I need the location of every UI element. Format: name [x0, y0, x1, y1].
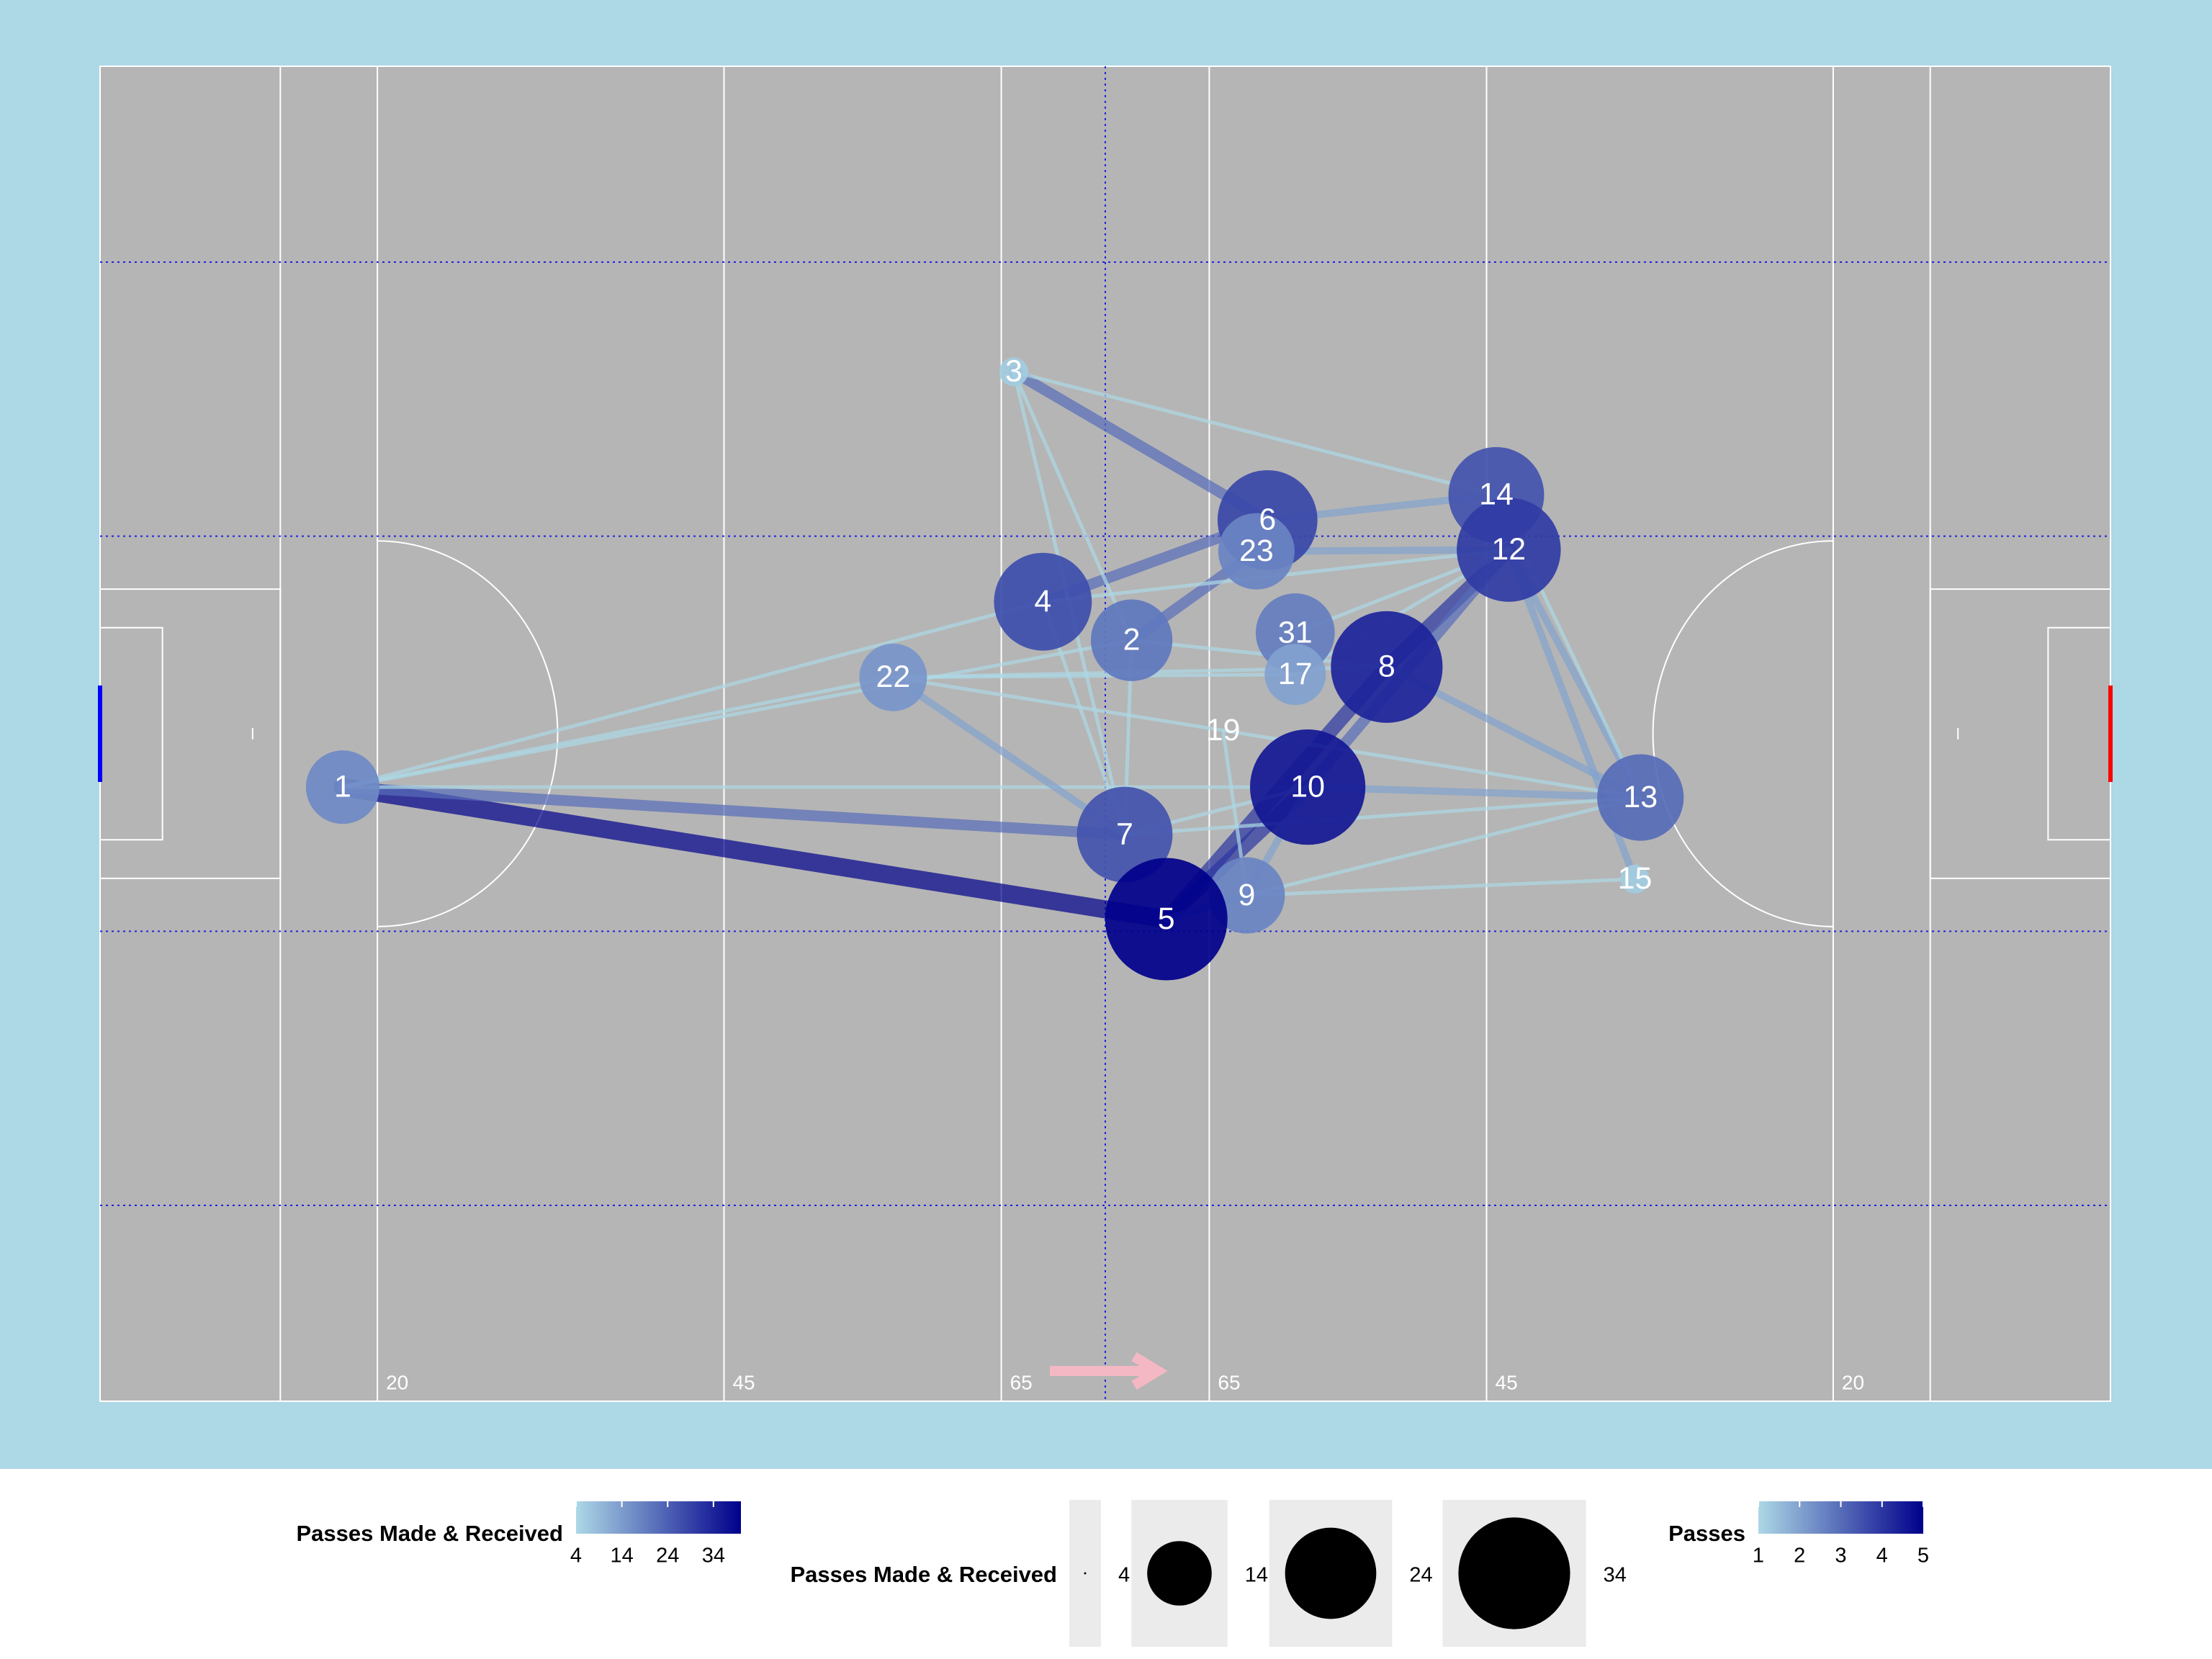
- color-bar-label: 4: [570, 1545, 582, 1568]
- player-label: 22: [876, 660, 910, 694]
- legend: Passes Made & Received Passes Made & Rec…: [297, 1500, 1929, 1647]
- pass-edge: [337, 781, 1130, 840]
- color-bar-label: 34: [702, 1545, 725, 1568]
- player-node: [1105, 858, 1228, 981]
- player-label: 6: [1259, 503, 1276, 537]
- player-label: 3: [1005, 354, 1022, 389]
- player-label: 23: [1239, 534, 1274, 568]
- size-legend-title: Passes Made & Received: [791, 1562, 1058, 1587]
- player-node: [994, 552, 1092, 651]
- player-node: [1076, 786, 1173, 883]
- player-label: 8: [1378, 649, 1395, 684]
- pass-edge: [341, 638, 1134, 789]
- pass-edge: [1123, 796, 1642, 837]
- direction-arrow: [1050, 1352, 1168, 1390]
- player-node: [1457, 498, 1561, 602]
- player-label: 31: [1278, 615, 1313, 649]
- size-key: [1147, 1541, 1212, 1606]
- edge-legend-title: Passes: [1668, 1521, 1745, 1546]
- player-label: 10: [1290, 770, 1325, 804]
- player-node: [1620, 864, 1650, 894]
- pass-edge: [1244, 877, 1637, 898]
- pitch-distance-label: 20: [1842, 1371, 1864, 1393]
- size-key-label: 24: [1409, 1564, 1432, 1587]
- player-node: [305, 750, 380, 824]
- size-key-label: 34: [1604, 1564, 1627, 1587]
- player-label: 17: [1278, 657, 1313, 691]
- left-goal: [98, 685, 102, 782]
- size-key-label: 14: [1245, 1564, 1268, 1587]
- pitch-distance-label: 20: [386, 1371, 408, 1393]
- player-label: 19: [1206, 713, 1241, 747]
- player-label: 13: [1623, 780, 1658, 814]
- edge-bar-label: 2: [1794, 1545, 1805, 1568]
- pass-edge: [333, 778, 1176, 928]
- pitch-distance-label: 45: [1496, 1371, 1518, 1393]
- player-node: [1218, 513, 1295, 590]
- semicircle: [1652, 540, 1833, 927]
- pass-edge: [341, 600, 1045, 789]
- edge-bar-label: 4: [1876, 1545, 1888, 1568]
- player-node: [1331, 611, 1443, 723]
- player-node: [1249, 729, 1366, 845]
- right-goal: [2108, 685, 2113, 782]
- edge-bar-label: 1: [1753, 1545, 1764, 1568]
- pass-edge: [891, 675, 1642, 800]
- pitch-distance-label: 65: [1010, 1371, 1033, 1393]
- player-node: [1208, 857, 1285, 934]
- player-node: [1090, 599, 1173, 681]
- player-label: 9: [1238, 878, 1255, 912]
- pitch-distance-label: 65: [1218, 1371, 1240, 1393]
- pass-edge: [891, 673, 1298, 680]
- edge-bar-label: 5: [1917, 1545, 1929, 1568]
- legend-area: [0, 1469, 2212, 1659]
- player-label: 1: [334, 770, 351, 804]
- color-legend-title: Passes Made & Received: [297, 1521, 564, 1546]
- semicircle: [377, 540, 559, 927]
- color-bar-label: 24: [656, 1545, 679, 1568]
- player-label: 2: [1123, 623, 1141, 657]
- player-node: [1264, 644, 1326, 706]
- pitch-distance-label: 45: [732, 1371, 755, 1393]
- player-label: 14: [1479, 477, 1514, 512]
- pitch-surface: [99, 66, 2111, 1402]
- color-bar: [576, 1501, 741, 1534]
- pitch: 20 45 65 65 45 20: [98, 66, 2113, 1402]
- pass-edge: [1012, 369, 1498, 497]
- player-node: [999, 357, 1028, 387]
- size-key-label: 4: [1118, 1564, 1130, 1587]
- player-label: 15: [1618, 861, 1653, 896]
- color-bar-label: 14: [610, 1545, 633, 1568]
- player-label: 4: [1034, 584, 1051, 619]
- player-label: 12: [1491, 532, 1526, 567]
- player-label: 7: [1116, 817, 1133, 851]
- pass-edge: [1244, 796, 1642, 898]
- edge-bar-label: 3: [1835, 1545, 1846, 1568]
- size-key: [1084, 1572, 1087, 1575]
- size-key: [1458, 1517, 1570, 1629]
- player-node: [1597, 754, 1684, 841]
- size-key: [1285, 1527, 1377, 1619]
- player-label: 5: [1158, 902, 1175, 936]
- player-node: [859, 643, 927, 711]
